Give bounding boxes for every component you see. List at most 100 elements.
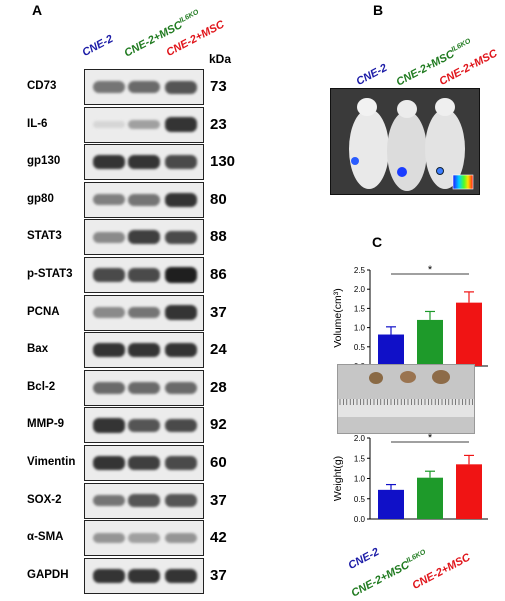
- blot-row: Bax 24: [0, 331, 260, 369]
- blot-kda-value: 37: [210, 491, 227, 509]
- color-scale-bar: [452, 174, 474, 190]
- blot-image: [84, 332, 204, 369]
- y-tick-label: 0.0: [354, 515, 366, 524]
- weight-bar-chart: 0.0 0.5 1.0 1.5 2.0 Weight(g) *: [332, 432, 488, 524]
- blot-protein-label: p-STAT3: [27, 268, 73, 280]
- blot-image: [84, 369, 204, 406]
- y-tick-label: 1.0: [354, 475, 366, 484]
- blot-image: [84, 69, 204, 105]
- blot-protein-label: IL-6: [27, 117, 48, 130]
- blot-image: [84, 294, 204, 331]
- blot-band: [165, 267, 197, 283]
- blot-protein-label: STAT3: [27, 230, 62, 243]
- blot-band: [165, 192, 197, 208]
- blot-band: [128, 268, 160, 282]
- significance-marker: *: [428, 432, 433, 444]
- blot-band: [128, 154, 160, 170]
- blot-band: [165, 381, 197, 394]
- blot-band: [93, 533, 125, 544]
- blot-band: [93, 232, 125, 243]
- mice-bioluminescence-image: [330, 88, 480, 195]
- blot-band: [93, 307, 125, 318]
- blot-band: [93, 342, 125, 358]
- blot-image: [84, 181, 204, 218]
- blot-protein-label: SOX-2: [27, 493, 62, 506]
- excised-tumor-photo: [337, 364, 475, 434]
- blot-image: [84, 557, 204, 594]
- blot-band: [128, 418, 160, 432]
- signal-spot-cne2-msc: [436, 167, 444, 175]
- blot-band: [93, 568, 125, 584]
- blot-protein-label: α-SMA: [27, 531, 64, 544]
- bar: [456, 302, 482, 366]
- blot-band: [165, 494, 197, 508]
- blot-image: [84, 482, 204, 519]
- ruler: [338, 399, 474, 417]
- blot-kda-value: 42: [210, 529, 227, 547]
- blot-band: [165, 117, 197, 132]
- blot-band: [128, 119, 160, 130]
- blot-image: [84, 520, 204, 557]
- bar: [417, 319, 443, 366]
- blot-row: Bcl-2 28: [0, 369, 260, 406]
- blot-row: p-STAT3 86: [0, 256, 260, 293]
- blot-kda-value: 86: [210, 266, 227, 283]
- blot-row: α-SMA 42: [0, 519, 260, 557]
- panel-letter-c: C: [372, 234, 383, 250]
- blot-band: [165, 568, 197, 584]
- blot-image: [84, 106, 204, 143]
- panel-letter-b: B: [373, 2, 384, 18]
- panel-letter-a: A: [32, 2, 43, 18]
- weight-xlabel-cne2: CNE-2: [346, 545, 382, 572]
- blot-kda-value: 73: [210, 78, 227, 95]
- blot-protein-label: gp80: [27, 192, 54, 205]
- blot-protein-label: MMP-9: [27, 418, 65, 431]
- blot-band: [165, 305, 197, 320]
- blot-band: [128, 381, 160, 394]
- blot-kda-value: 23: [210, 115, 227, 133]
- western-blot-panel: CD73 73 IL-6 23 gp130 130 gp80 80 STAT3 88 p-STAT3…: [0, 68, 260, 598]
- blot-row: Vimentin 60: [0, 444, 260, 481]
- blot-image: [84, 257, 204, 293]
- blot-band: [128, 568, 160, 584]
- signal-spot-cne2-msc-il6ko: [397, 167, 407, 177]
- blot-kda-value: 28: [210, 378, 227, 396]
- bar: [378, 489, 404, 519]
- blot-band: [165, 155, 197, 169]
- blot-band: [128, 494, 160, 508]
- blot-kda-value: 92: [210, 416, 227, 434]
- blot-row: IL-6 23: [0, 106, 260, 143]
- blot-image: [84, 407, 204, 444]
- blot-kda-value: 37: [210, 566, 227, 584]
- blot-band: [165, 456, 197, 470]
- bar: [456, 464, 482, 519]
- y-tick-label: 1.5: [354, 454, 366, 463]
- blot-row: SOX-2 37: [0, 482, 260, 519]
- blot-band: [128, 194, 160, 206]
- blot-protein-label: Bcl-2: [27, 380, 56, 393]
- blot-row: GAPDH 37: [0, 557, 260, 594]
- significance-marker: *: [428, 264, 433, 276]
- blot-band: [165, 533, 197, 544]
- y-tick-label: 1.0: [354, 324, 366, 333]
- blot-row: gp130 130: [0, 143, 260, 181]
- blot-row: PCNA 37: [0, 294, 260, 331]
- bar: [378, 334, 404, 366]
- blot-band: [165, 342, 197, 358]
- blot-band: [93, 194, 125, 206]
- blot-row: STAT3 88: [0, 218, 260, 256]
- group-header-cne2: CNE-2: [80, 32, 116, 59]
- blot-band: [93, 494, 125, 507]
- blot-kda-value: 88: [210, 228, 227, 246]
- blot-band: [93, 418, 125, 433]
- blot-band: [165, 418, 197, 433]
- blot-band: [128, 342, 160, 358]
- blot-protein-label: gp130: [27, 155, 61, 168]
- blot-image: [84, 445, 204, 481]
- y-tick-label: 0.5: [354, 495, 366, 504]
- blot-row: gp80 80: [0, 181, 260, 218]
- y-axis-label: Weight(g): [332, 456, 344, 501]
- blot-band: [93, 381, 125, 394]
- blot-image: [84, 219, 204, 256]
